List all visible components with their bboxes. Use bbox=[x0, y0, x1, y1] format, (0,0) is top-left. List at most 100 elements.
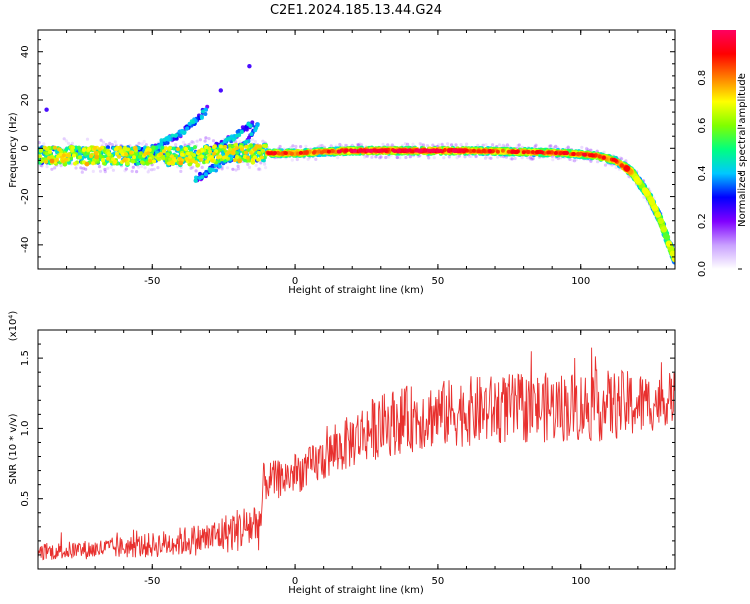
spectrogram-cell bbox=[272, 151, 277, 155]
spectrogram-cell bbox=[170, 160, 174, 165]
spectrogram-cell bbox=[251, 138, 255, 142]
spectrogram-cell bbox=[205, 159, 209, 164]
spectrogram-cell bbox=[204, 172, 208, 177]
spectrogram-cell bbox=[258, 168, 262, 172]
spectrogram-cell bbox=[571, 158, 575, 162]
spectrogram-cell bbox=[185, 156, 189, 161]
spectrogram-cell bbox=[406, 142, 410, 146]
spectrogram-cell bbox=[386, 143, 390, 147]
spectrogram-cell bbox=[246, 122, 251, 127]
spectrogram-cell bbox=[618, 156, 623, 160]
spectrogram-cell bbox=[240, 147, 244, 152]
spectrogram-cell bbox=[106, 151, 112, 157]
spectrogram-cell bbox=[266, 151, 271, 156]
spectrogram-cell bbox=[161, 156, 165, 161]
spectrogram-cell bbox=[164, 157, 168, 161]
spectrogram-cell bbox=[53, 166, 57, 170]
spectrogram-cell bbox=[78, 155, 82, 160]
spectrogram-cell bbox=[74, 166, 78, 170]
spectrogram-cell bbox=[239, 130, 244, 134]
spectrogram-cell bbox=[278, 144, 282, 149]
spectrogram-cell bbox=[244, 150, 248, 155]
spectrogram-cell bbox=[370, 155, 374, 159]
spectrogram-cell bbox=[620, 157, 624, 161]
spectrogram-cell bbox=[525, 150, 530, 154]
spectrogram-cell bbox=[234, 168, 238, 172]
spectrogram-cell bbox=[405, 148, 410, 153]
spectrogram-cell bbox=[126, 147, 130, 152]
snr-ylabel: SNR (10 * v/v) bbox=[8, 413, 19, 484]
spectrogram-cell bbox=[106, 166, 110, 170]
spectrogram-cell bbox=[137, 165, 141, 169]
spectrogram-cell bbox=[654, 211, 662, 218]
spectrogram-cell bbox=[345, 143, 349, 148]
spectrogram-cell bbox=[138, 154, 142, 159]
spectrogram-cell bbox=[250, 120, 255, 125]
spectrogram-cell bbox=[210, 164, 215, 169]
spectrogram-cell bbox=[481, 148, 486, 153]
spectrogram-cell bbox=[291, 144, 295, 148]
spectrogram-cell bbox=[82, 166, 86, 170]
spectrogram-cell bbox=[411, 142, 415, 146]
spectrogram-cell bbox=[657, 217, 665, 225]
spectrogram-cell bbox=[44, 159, 48, 164]
spectrogram-cell bbox=[257, 167, 261, 171]
spectrogram-cell bbox=[207, 146, 211, 151]
spectrogram-cell bbox=[500, 148, 505, 153]
spectrogram-cell bbox=[166, 152, 170, 157]
spectrogram-cell bbox=[529, 155, 533, 159]
spectrogram-cell bbox=[64, 139, 68, 143]
spectrogram-cell bbox=[371, 148, 376, 153]
spectrogram-cell bbox=[252, 146, 258, 152]
spectrogram-cell bbox=[43, 145, 47, 150]
spectrogram-cell bbox=[178, 156, 182, 161]
spectrogram-cell bbox=[534, 150, 539, 154]
spectrogram-cell bbox=[261, 143, 266, 148]
spectrogram-cell bbox=[292, 152, 297, 156]
spectrogram-cell bbox=[311, 150, 316, 155]
spectrogram-cell bbox=[520, 156, 524, 160]
spectrogram-cell bbox=[314, 157, 318, 161]
colorbar-tick-label: 0.8 bbox=[697, 70, 708, 86]
spectrogram-cell bbox=[195, 139, 199, 143]
spectrogram-cell bbox=[198, 171, 202, 176]
spectrogram-cell bbox=[136, 161, 140, 166]
spectrogram-cell bbox=[80, 167, 84, 171]
spectrogram-cell bbox=[217, 159, 221, 163]
spectrogram-cell bbox=[144, 143, 148, 147]
spectrogram-cell bbox=[225, 166, 230, 170]
spectrogram-cell bbox=[468, 149, 473, 154]
spectrogram-cell bbox=[329, 148, 334, 153]
spectrogram-cell bbox=[143, 152, 147, 157]
spectrogram-cell bbox=[193, 178, 198, 183]
spectrogram-cell bbox=[93, 145, 97, 150]
spectrogram-cell bbox=[194, 175, 198, 180]
snr-frame bbox=[37, 329, 676, 570]
spectrogram-cell bbox=[247, 135, 251, 140]
spectrogram-cell bbox=[98, 147, 102, 152]
snr-xlabel: Height of straight line (km) bbox=[288, 585, 424, 596]
spectrogram-cell bbox=[66, 141, 71, 145]
spectrogram-cell bbox=[574, 158, 578, 162]
spectrogram-cell bbox=[238, 139, 242, 144]
spectrogram-cell bbox=[589, 148, 593, 152]
spectrogram-cell bbox=[192, 153, 196, 158]
spectrogram-cell bbox=[343, 143, 348, 147]
spectrogram-cell bbox=[374, 155, 378, 159]
spectrogram-cell bbox=[247, 63, 252, 69]
spectrogram-cell bbox=[147, 168, 151, 172]
spectrogram-cell bbox=[597, 154, 602, 159]
spectrogram-cell bbox=[168, 145, 172, 150]
spectrogram-cell bbox=[437, 143, 441, 147]
spectrogram-cell bbox=[212, 151, 216, 156]
spectrogram-cell bbox=[306, 157, 310, 161]
spectrogram-cell bbox=[363, 155, 367, 159]
spectrogram-cell bbox=[259, 161, 263, 165]
spectrogram-cell bbox=[231, 167, 235, 171]
spectrogram-cell bbox=[235, 146, 239, 150]
spectrogram-cell bbox=[425, 143, 429, 148]
spectrogram-cell bbox=[159, 138, 164, 143]
spectrogram-cell bbox=[79, 166, 83, 170]
spectrogram-cell bbox=[99, 138, 103, 142]
spectrogram-cell bbox=[228, 143, 232, 148]
